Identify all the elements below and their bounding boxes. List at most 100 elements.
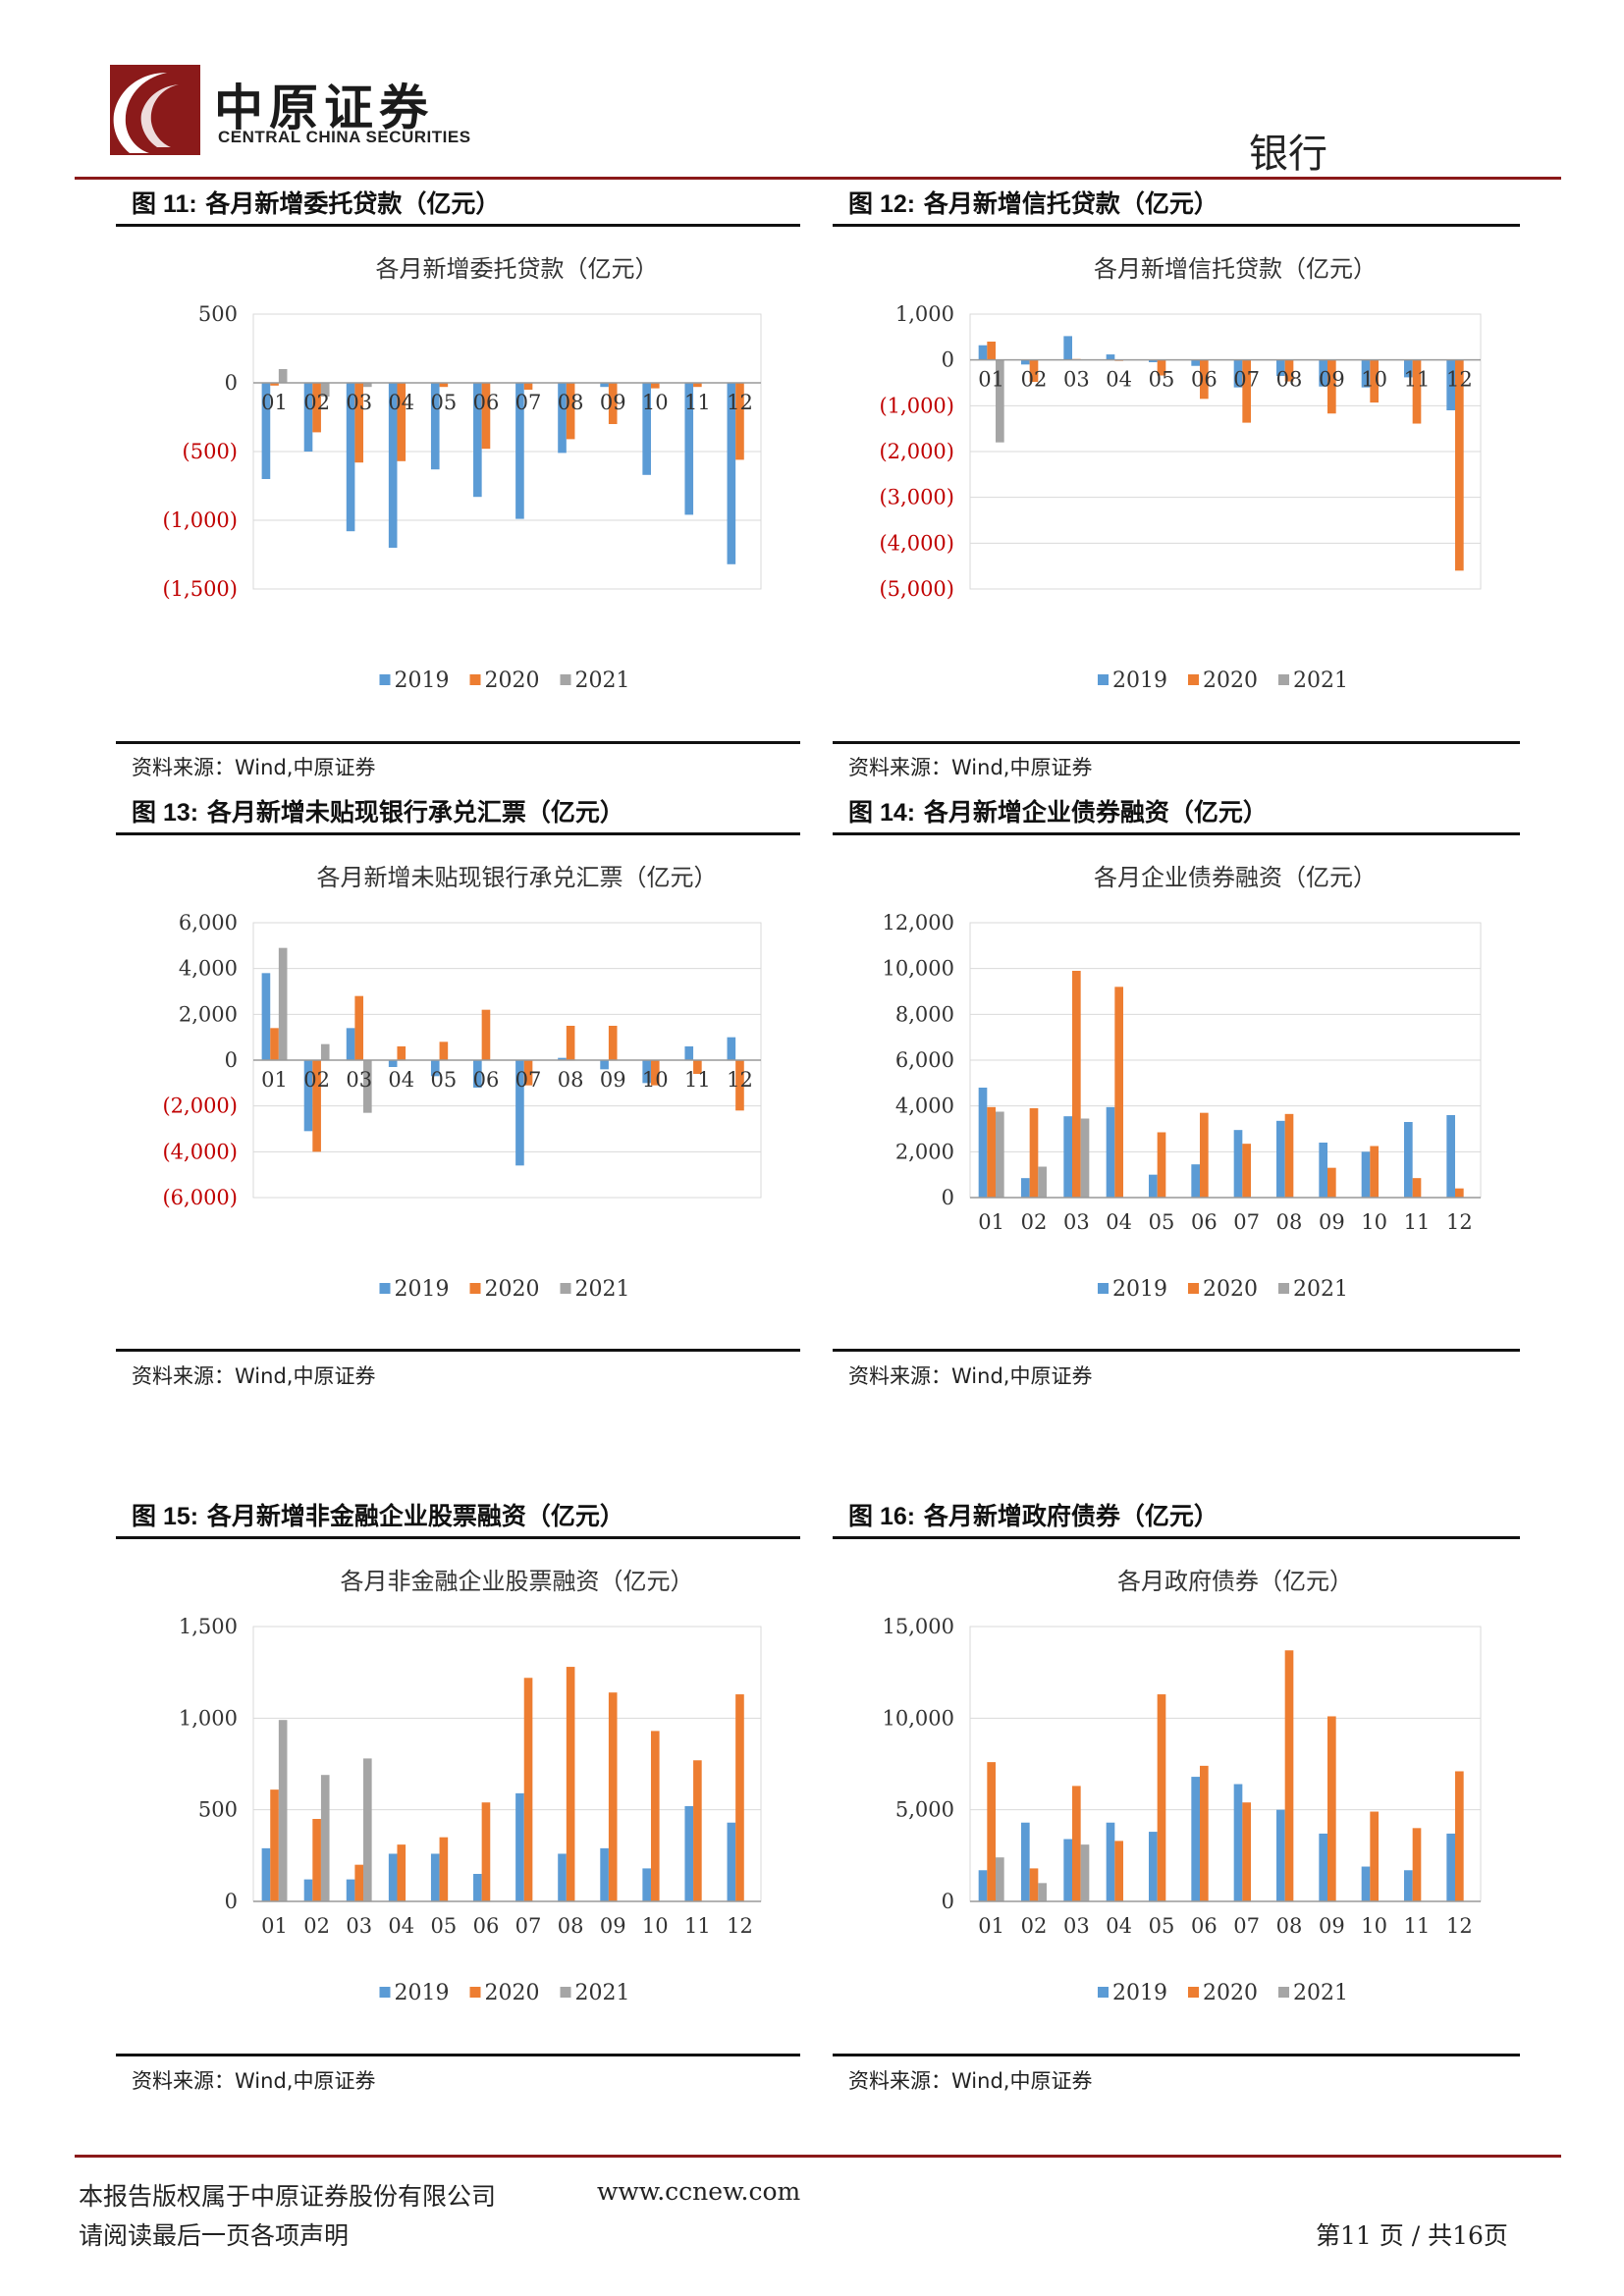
y-tick-label: 0 [942, 1186, 954, 1209]
x-tick-label: 03 [346, 391, 372, 414]
x-tick-label: 11 [684, 391, 711, 414]
footer-website-link[interactable]: www.ccnew.com [597, 2177, 801, 2206]
bar-2019-03 [346, 1028, 355, 1060]
bar-2019-06 [473, 1874, 482, 1901]
x-tick-label: 02 [1021, 368, 1048, 392]
x-tick-label: 04 [388, 391, 414, 414]
figure-13-rule-bottom [116, 1349, 800, 1352]
bar-2020-11 [693, 1060, 702, 1074]
bar-2019-05 [1149, 1832, 1158, 1901]
bar-2020-11 [693, 383, 702, 388]
bar-2020-10 [650, 1060, 660, 1086]
bar-2020-07 [523, 1060, 533, 1086]
bar-2019-01 [261, 383, 271, 479]
legend-swatch-2019 [379, 674, 391, 685]
x-tick-label: 09 [600, 391, 626, 414]
x-tick-label: 01 [978, 1210, 1004, 1234]
bar-2020-01 [987, 342, 996, 360]
x-tick-label: 04 [1106, 1914, 1132, 1938]
bar-2019-12 [1446, 1833, 1455, 1901]
bar-2019-11 [1404, 1122, 1413, 1198]
bar-2019-10 [1361, 1866, 1371, 1901]
bar-2019-04 [388, 1060, 398, 1067]
legend-label-2020: 2020 [1203, 1981, 1258, 2005]
bar-2019-03 [346, 383, 355, 532]
x-tick-label: 12 [727, 391, 753, 414]
legend-label-2020: 2020 [485, 668, 540, 693]
bar-2020-06 [481, 1802, 491, 1901]
x-tick-label: 04 [388, 1068, 414, 1092]
figure-14-title: 图 14: 各月新增企业债券融资（亿元） [848, 793, 1268, 828]
x-tick-label: 11 [684, 1914, 711, 1938]
figure-11-source: 资料来源：Wind,中原证券 [132, 756, 376, 779]
bar-2020-03 [354, 383, 364, 463]
x-tick-label: 12 [727, 1068, 753, 1092]
bar-2020-11 [1412, 359, 1422, 424]
legend-label-2021: 2021 [1293, 1981, 1348, 2005]
bar-2020-01 [270, 1789, 279, 1901]
bar-2020-11 [693, 1760, 702, 1901]
bar-2019-02 [1021, 1178, 1030, 1198]
bar-2020-08 [1284, 1650, 1294, 1901]
bar-2019-09 [1319, 1833, 1327, 1901]
bar-2020-04 [397, 1844, 406, 1901]
figure-14-caption: 各月新增企业债券融资（亿元） [923, 798, 1268, 827]
bar-2020-02 [1029, 1108, 1039, 1198]
bar-2020-01 [987, 1106, 996, 1198]
bar-2019-01 [261, 1847, 271, 1901]
bar-2019-05 [1149, 359, 1158, 362]
bar-2019-03 [1063, 336, 1072, 360]
x-tick-label: 02 [1021, 1914, 1048, 1938]
figure-13-caption: 各月新增未贴现银行承兑汇票（亿元） [206, 798, 624, 827]
bar-2021-03 [363, 1758, 372, 1901]
bar-2019-08 [1276, 1809, 1285, 1901]
figure-11-title: 图 11: 各月新增委托贷款（亿元） [132, 185, 500, 220]
x-tick-label: 04 [1106, 1210, 1132, 1234]
chart-title: 各月新增委托贷款（亿元） [376, 255, 659, 283]
bar-2020-07 [1242, 1144, 1251, 1198]
bar-2019-04 [388, 1853, 398, 1901]
y-tick-label: 15,000 [883, 1615, 954, 1638]
bar-2021-01 [996, 1111, 1004, 1198]
bar-2019-02 [1021, 1822, 1030, 1901]
legend-swatch-2019 [1098, 1283, 1109, 1294]
bar-2020-06 [1200, 1112, 1209, 1198]
legend-swatch-2021 [1278, 1987, 1289, 1998]
legend-label-2021: 2021 [1293, 1277, 1348, 1302]
bar-2019-06 [473, 1060, 482, 1088]
x-tick-label: 06 [473, 1068, 500, 1092]
legend-swatch-2020 [1188, 674, 1199, 685]
bar-2020-10 [1370, 1811, 1379, 1901]
legend-label-2020: 2020 [1203, 1277, 1258, 1302]
y-tick-label: (5,000) [879, 577, 954, 601]
chart-title: 各月企业债券融资（亿元） [1094, 864, 1377, 891]
bar-2020-01 [987, 1762, 996, 1901]
x-tick-label: 08 [1276, 368, 1303, 392]
bar-2019-09 [1319, 359, 1327, 387]
bar-2020-08 [566, 1667, 575, 1901]
figure-12-rule-top [833, 224, 1520, 227]
bar-2020-06 [1200, 1765, 1209, 1901]
bar-2020-06 [1200, 359, 1209, 400]
bar-2020-09 [1327, 1716, 1336, 1901]
x-tick-label: 04 [1106, 368, 1132, 392]
y-tick-label: (4,000) [162, 1140, 238, 1163]
x-tick-label: 11 [1404, 1210, 1431, 1234]
x-tick-label: 10 [642, 391, 669, 414]
figure-15-rule-top [116, 1536, 800, 1539]
legend-swatch-2021 [560, 1283, 571, 1294]
x-tick-label: 10 [1361, 368, 1387, 392]
y-tick-label: 1,500 [179, 1615, 238, 1638]
bar-2019-12 [727, 1037, 736, 1060]
bar-2020-09 [608, 383, 618, 424]
chart-undiscounted-acceptances: 各月新增未贴现银行承兑汇票（亿元） 6,000 4,000 2,000 0 (2,000)… [162, 864, 762, 1302]
x-tick-label: 08 [558, 391, 584, 414]
x-tick-label: 11 [684, 1068, 711, 1092]
bar-2020-07 [1242, 1802, 1251, 1901]
bar-2020-12 [1455, 1771, 1464, 1901]
bar-2021-02 [1038, 1166, 1047, 1198]
legend-label-2020: 2020 [1203, 668, 1258, 693]
bar-2019-01 [978, 345, 988, 360]
x-tick-label: 04 [388, 1914, 414, 1938]
bar-2019-06 [1191, 359, 1200, 366]
